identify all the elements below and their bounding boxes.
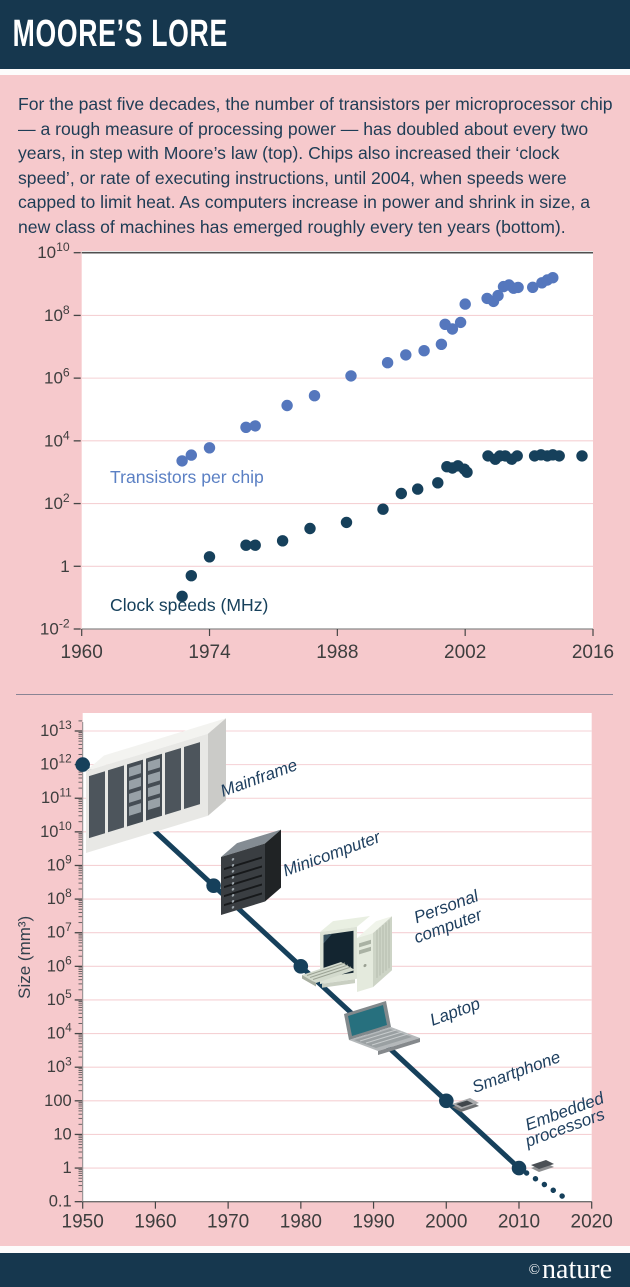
svg-text:Clock speeds (MHz): Clock speeds (MHz) bbox=[110, 595, 268, 615]
mainframe-icon bbox=[86, 718, 226, 853]
svg-text:1990: 1990 bbox=[352, 1212, 394, 1233]
svg-text:2010: 2010 bbox=[498, 1212, 540, 1233]
svg-text:104: 104 bbox=[47, 1021, 72, 1043]
svg-text:Minicomputer: Minicomputer bbox=[280, 827, 384, 880]
svg-text:1974: 1974 bbox=[188, 642, 231, 663]
section-divider bbox=[16, 694, 613, 695]
svg-text:105: 105 bbox=[47, 987, 72, 1009]
svg-text:1010: 1010 bbox=[37, 240, 70, 262]
svg-text:1960: 1960 bbox=[61, 642, 103, 663]
svg-text:10-2: 10-2 bbox=[40, 616, 70, 638]
svg-text:2020: 2020 bbox=[571, 1212, 613, 1233]
svg-text:102: 102 bbox=[44, 491, 70, 513]
svg-text:107: 107 bbox=[47, 920, 72, 942]
svg-text:1950: 1950 bbox=[62, 1212, 104, 1233]
svg-text:1988: 1988 bbox=[316, 642, 358, 663]
copyright-icon: © bbox=[528, 1262, 541, 1278]
nature-bar: ©nature bbox=[0, 1253, 630, 1287]
keyboard bbox=[302, 962, 355, 987]
svg-text:Laptop: Laptop bbox=[427, 994, 482, 1030]
svg-text:2016: 2016 bbox=[572, 642, 614, 663]
nature-logo: ©nature bbox=[529, 1253, 612, 1287]
embedded-chip-icon bbox=[531, 1160, 554, 1172]
svg-text:Smartphone: Smartphone bbox=[469, 1047, 563, 1097]
svg-text:100: 100 bbox=[44, 1092, 72, 1110]
svg-text:1960: 1960 bbox=[134, 1212, 176, 1233]
brand-name: nature bbox=[542, 1254, 612, 1285]
svg-text:108: 108 bbox=[47, 886, 72, 908]
svg-text:109: 109 bbox=[47, 853, 72, 875]
svg-text:1013: 1013 bbox=[40, 718, 72, 740]
svg-text:Size (mm³): Size (mm³) bbox=[15, 916, 34, 999]
smartphone-icon bbox=[452, 1098, 479, 1112]
svg-text:108: 108 bbox=[44, 303, 70, 325]
intro-text: For the past five decades, the number of… bbox=[18, 94, 613, 237]
svg-text:1: 1 bbox=[60, 557, 69, 576]
minicomputer-icon bbox=[221, 829, 281, 915]
svg-text:1011: 1011 bbox=[41, 785, 72, 807]
svg-text:2002: 2002 bbox=[444, 642, 486, 663]
svg-text:Mainframe: Mainframe bbox=[218, 755, 300, 800]
svg-text:computer: computer bbox=[411, 905, 485, 948]
svg-text:processors: processors bbox=[522, 1104, 608, 1151]
svg-text:104: 104 bbox=[44, 428, 70, 450]
laptop-icon bbox=[344, 1001, 420, 1055]
svg-text:106: 106 bbox=[44, 366, 70, 388]
svg-text:Personal: Personal bbox=[411, 886, 482, 927]
svg-text:Embedded: Embedded bbox=[523, 1088, 607, 1134]
svg-text:2000: 2000 bbox=[425, 1212, 467, 1233]
svg-text:1980: 1980 bbox=[280, 1212, 322, 1233]
svg-text:1970: 1970 bbox=[207, 1212, 249, 1233]
svg-text:10: 10 bbox=[53, 1125, 71, 1143]
svg-text:103: 103 bbox=[47, 1054, 72, 1076]
personal-computer-icon bbox=[302, 915, 392, 992]
footer-gap bbox=[0, 1246, 630, 1253]
footer-bar: ©nature bbox=[0, 1246, 630, 1287]
top-chart-plot: 1010 108 106 104 102 1 10-2 1960 1974 1988 2002 201… bbox=[37, 240, 614, 663]
svg-text:106: 106 bbox=[47, 953, 72, 975]
svg-text:Transistors per chip: Transistors per chip bbox=[110, 467, 264, 487]
svg-text:1: 1 bbox=[63, 1159, 72, 1177]
svg-text:1012: 1012 bbox=[40, 752, 72, 774]
header-bar: MOORE’S LORE bbox=[0, 0, 630, 75]
page-title: MOORE’S LORE bbox=[12, 13, 228, 55]
bottom-chart-plot: 1013101210111010109108107106105104103100… bbox=[15, 713, 613, 1233]
svg-text:1010: 1010 bbox=[40, 819, 72, 841]
svg-text:0.1: 0.1 bbox=[49, 1193, 72, 1211]
